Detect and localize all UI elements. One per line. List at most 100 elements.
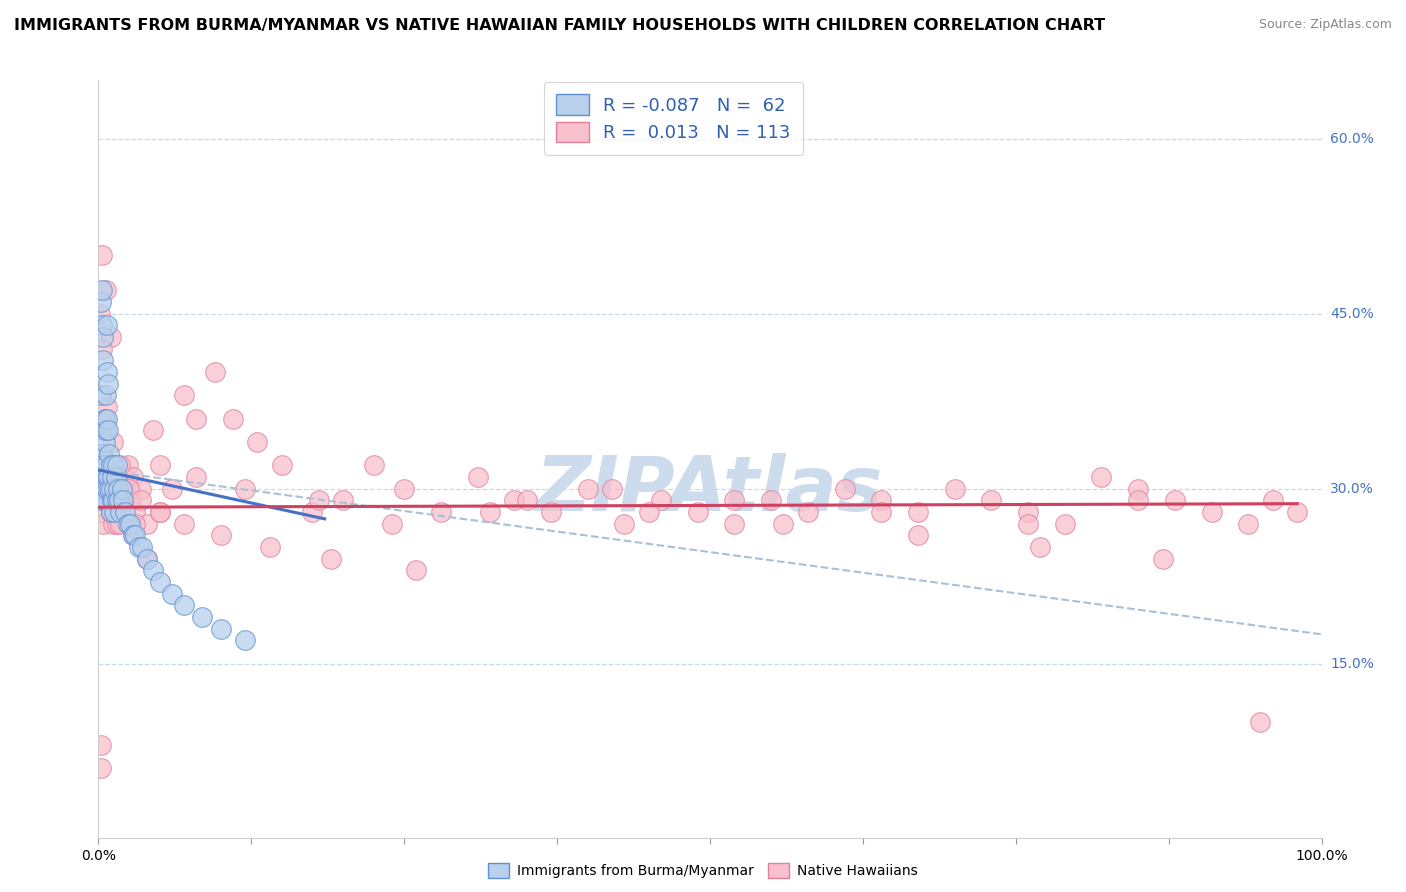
Point (319, 551, 342, 566)
Point (117, 458, 139, 473)
Point (834, 482, 856, 496)
Point (100, 505, 122, 519)
Point (91, 342, 114, 356)
Point (381, 516, 404, 531)
Point (93, 493, 115, 508)
Point (104, 505, 127, 519)
Point (1017, 505, 1039, 519)
Point (100, 458, 122, 473)
Point (91, 330, 114, 344)
Point (907, 505, 929, 519)
Point (980, 493, 1002, 508)
Point (108, 482, 131, 496)
Point (91, 446, 114, 460)
Point (430, 505, 453, 519)
Point (105, 493, 128, 508)
Point (121, 528, 143, 542)
Point (110, 493, 132, 508)
Point (131, 540, 153, 554)
Point (136, 516, 159, 531)
Point (91, 318, 114, 333)
Point (108, 493, 131, 508)
Point (89, 493, 111, 508)
Point (186, 470, 208, 484)
Text: ZIPAtlas: ZIPAtlas (536, 453, 884, 526)
Point (101, 434, 124, 449)
Legend: Immigrants from Burma/Myanmar, Native Hawaiians: Immigrants from Burma/Myanmar, Native Ha… (481, 856, 925, 885)
Point (93, 482, 115, 496)
Point (613, 516, 636, 531)
Point (96, 318, 118, 333)
Point (96, 458, 118, 473)
Point (90, 762, 112, 776)
Point (111, 482, 134, 496)
Point (101, 470, 124, 484)
Point (114, 505, 136, 519)
Point (332, 493, 354, 508)
Point (1201, 505, 1223, 519)
Point (90, 388, 112, 402)
Point (111, 493, 134, 508)
Point (907, 528, 929, 542)
Point (96, 365, 118, 379)
Point (637, 505, 661, 519)
Point (101, 458, 124, 473)
Point (107, 482, 129, 496)
Point (1053, 516, 1076, 531)
Point (1249, 714, 1271, 729)
Point (91, 248, 114, 262)
Point (91, 283, 114, 297)
Point (89, 307, 111, 321)
Point (110, 516, 132, 531)
Point (515, 493, 537, 508)
Text: 45.0%: 45.0% (1330, 307, 1374, 320)
Point (246, 434, 269, 449)
Point (94, 458, 117, 473)
Point (160, 586, 183, 600)
Point (136, 551, 159, 566)
Point (405, 563, 427, 577)
Point (1164, 493, 1187, 508)
Point (103, 493, 125, 508)
Point (503, 493, 526, 508)
Point (1128, 493, 1150, 508)
Point (204, 365, 226, 379)
Point (114, 482, 136, 496)
Point (97, 482, 120, 496)
Point (870, 493, 893, 508)
Point (478, 505, 501, 519)
Point (107, 470, 129, 484)
Point (600, 482, 623, 496)
Point (105, 470, 128, 484)
Point (96, 400, 118, 414)
Point (142, 423, 165, 437)
Point (90, 294, 112, 309)
Point (650, 493, 672, 508)
Point (723, 516, 745, 531)
Point (89, 482, 111, 496)
Point (93, 493, 115, 508)
Point (91, 446, 114, 460)
Point (686, 505, 709, 519)
Point (142, 563, 165, 577)
Point (120, 516, 142, 531)
Point (209, 528, 232, 542)
Point (943, 482, 966, 496)
Point (129, 493, 152, 508)
Point (91, 458, 114, 473)
Point (118, 482, 141, 496)
Point (98, 482, 121, 496)
Point (93, 411, 115, 425)
Point (90, 738, 112, 752)
Point (91, 353, 114, 368)
Point (233, 633, 256, 648)
Point (233, 482, 256, 496)
Point (149, 458, 172, 473)
Point (467, 470, 489, 484)
Point (124, 516, 146, 531)
Point (89, 446, 111, 460)
Point (94, 458, 117, 473)
Point (259, 540, 281, 554)
Point (94, 482, 117, 496)
Point (100, 482, 122, 496)
